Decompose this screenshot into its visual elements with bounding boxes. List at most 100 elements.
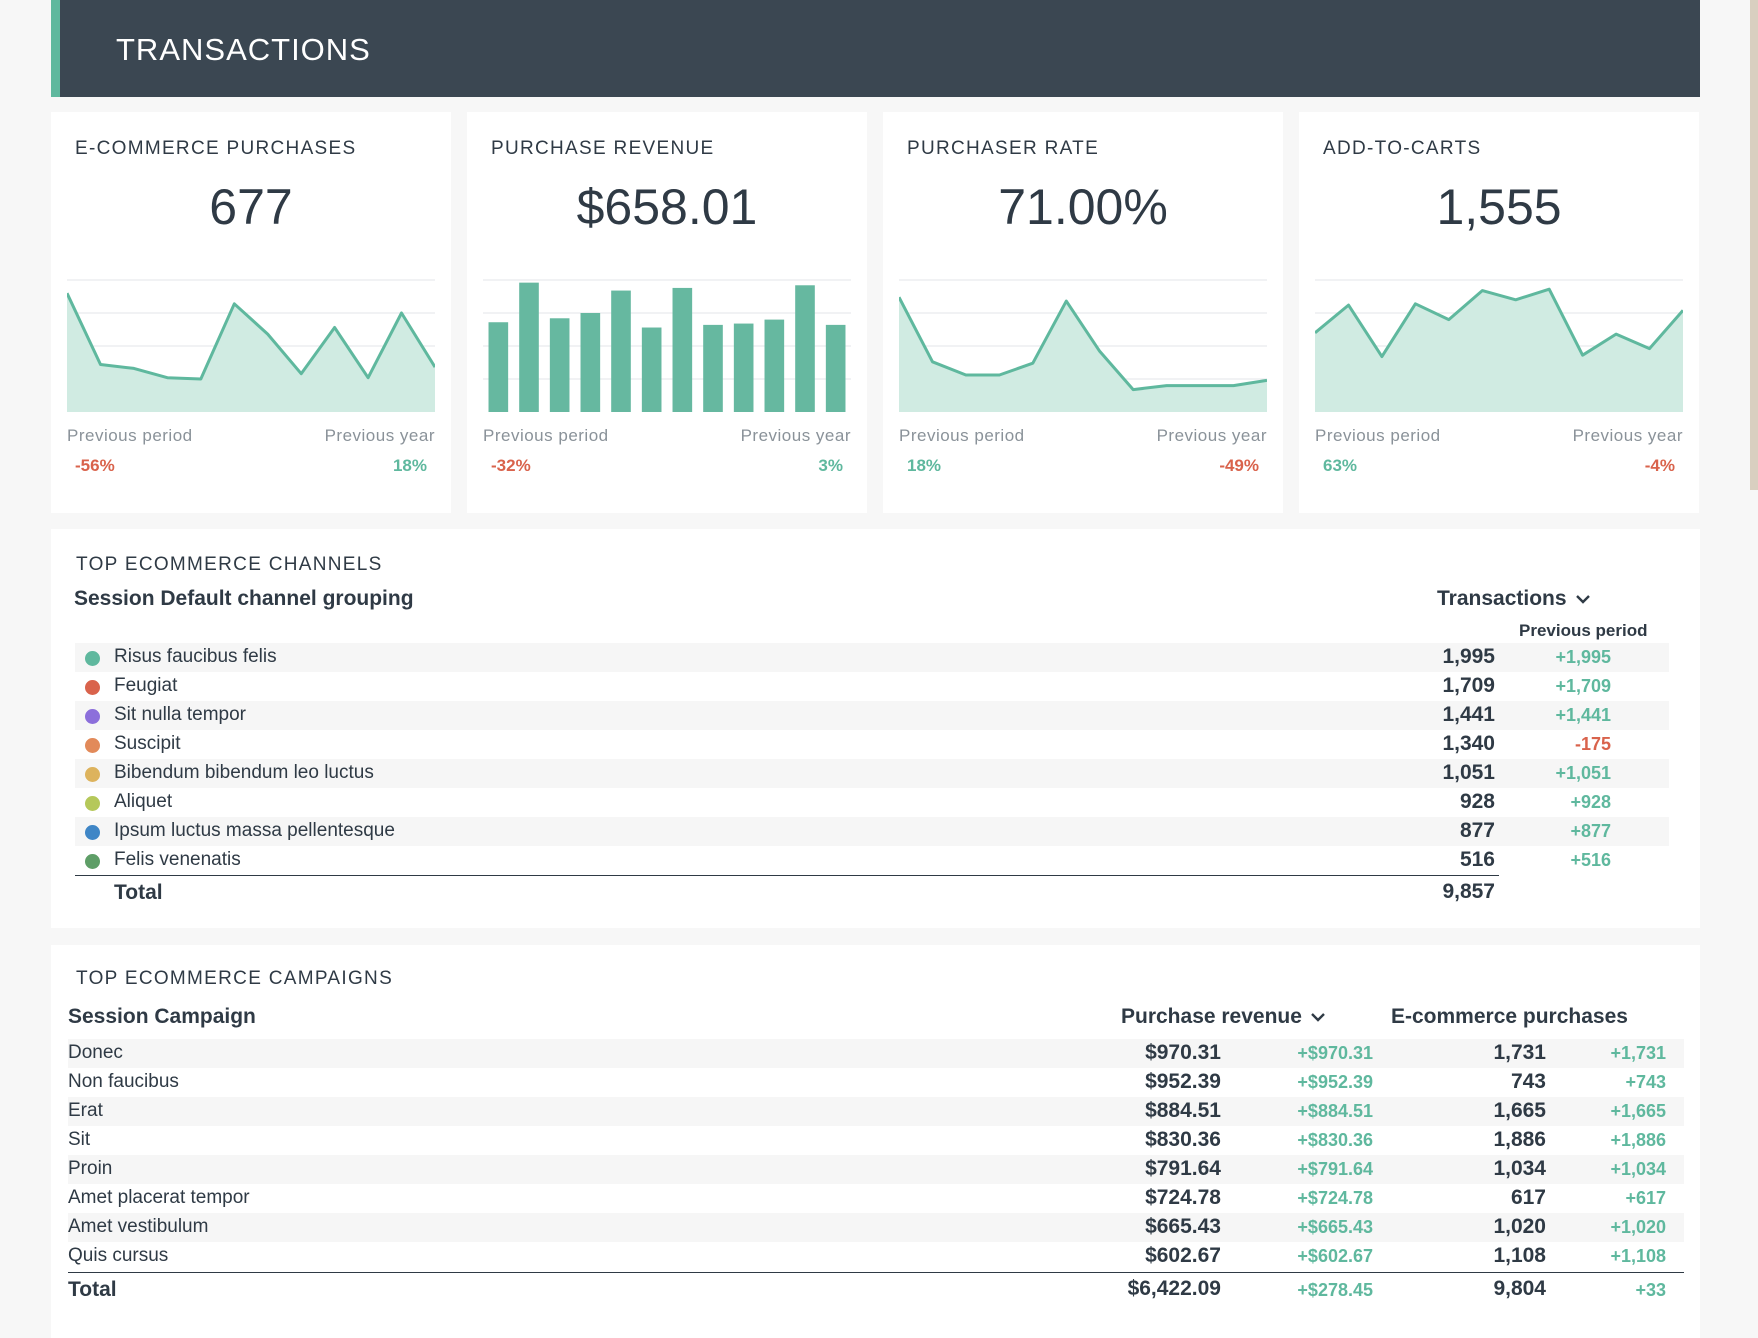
- campaign-revenue-change: +$884.51: [1297, 1101, 1373, 1121]
- campaign-revenue: $970.31: [1145, 1041, 1221, 1064]
- ecommerce-purchases-header: E-commerce purchases: [1391, 1005, 1628, 1028]
- channel-change: +1,051: [1555, 763, 1611, 783]
- kpi-sparkline-chart: [1315, 279, 1683, 412]
- kpi-card: ADD-TO-CARTS 1,555 Previous period Previous…: [1299, 112, 1699, 513]
- channel-color-dot: [85, 854, 100, 869]
- bar: [641, 327, 662, 412]
- previous-period-change: -32%: [491, 456, 531, 475]
- campaign-row: Amet vestibulum $665.43 +$665.43 1,020 +1,02…: [68, 1213, 1684, 1242]
- channel-color-dot: [85, 651, 100, 666]
- channel-color-dot: [85, 738, 100, 753]
- channel-row: Sit nulla tempor 1,441 +1,441: [75, 701, 1669, 730]
- campaign-row: Quis cursus $602.67 +$602.67 1,108 +1,108: [68, 1242, 1684, 1271]
- previous-period-label: Previous period: [1315, 426, 1441, 445]
- campaign-total-label: Total: [68, 1278, 117, 1301]
- channel-row: Felis venenatis 516 +516: [75, 846, 1669, 875]
- kpi-sparkline-chart: [483, 279, 851, 412]
- channel-total-label: Total: [114, 881, 163, 904]
- channel-transactions: 1,709: [1442, 674, 1495, 697]
- kpi-value: 71.00%: [998, 179, 1168, 235]
- kpi-sparkline-chart: [899, 279, 1267, 412]
- chevron-down-icon: [1311, 1013, 1325, 1023]
- page-title: TRANSACTIONS: [116, 32, 371, 67]
- bar: [519, 282, 539, 412]
- campaign-purchases: 1,034: [1493, 1157, 1546, 1180]
- campaign-total-revenue: $6,422.09: [1127, 1277, 1221, 1300]
- campaign-row: Amet placerat tempor $724.78 +$724.78 617 +6…: [68, 1184, 1684, 1213]
- channel-color-dot: [85, 709, 100, 724]
- total-divider: [75, 875, 1499, 876]
- campaign-revenue-change: +$952.39: [1297, 1072, 1373, 1092]
- kpi-sparkline-chart: [67, 279, 435, 412]
- bar: [703, 324, 723, 412]
- campaign-name: Amet vestibulum: [68, 1216, 209, 1237]
- channel-name: Feugiat: [114, 675, 178, 696]
- campaign-name: Sit: [68, 1129, 91, 1150]
- campaign-revenue: $884.51: [1145, 1099, 1221, 1122]
- kpi-title: PURCHASER RATE: [907, 138, 1100, 159]
- campaign-revenue-change: +$602.67: [1297, 1246, 1373, 1266]
- channel-change: +877: [1570, 821, 1611, 841]
- campaign-purchases: 617: [1510, 1186, 1546, 1209]
- campaign-purchases: 1,665: [1493, 1099, 1546, 1122]
- channel-row: Bibendum bibendum leo luctus 1,051 +1,051: [75, 759, 1669, 788]
- campaign-purchases: 743: [1510, 1070, 1546, 1093]
- channel-transactions: 516: [1459, 848, 1495, 871]
- channels-panel: TOP ECOMMERCE CHANNELS Session Default c…: [51, 529, 1700, 928]
- purchase-revenue-sort-header[interactable]: Purchase revenue: [1121, 1005, 1326, 1029]
- campaign-row: Sit $830.36 +$830.36 1,886 +1,886: [68, 1126, 1684, 1155]
- chevron-down-icon: [1575, 595, 1590, 605]
- campaigns-section-title: TOP ECOMMERCE CAMPAIGNS: [76, 968, 394, 989]
- previous-period-subheader: Previous period: [1519, 621, 1648, 640]
- campaign-total-revenue-change: +$278.45: [1297, 1280, 1373, 1300]
- transactions-sort-header[interactable]: Transactions: [1437, 587, 1591, 611]
- channel-name: Aliquet: [114, 791, 173, 812]
- campaign-total-divider: [68, 1272, 1684, 1273]
- channel-transactions: 1,051: [1442, 761, 1495, 784]
- campaign-revenue-change: +$791.64: [1297, 1159, 1373, 1179]
- channel-row: Aliquet 928 +928: [75, 788, 1669, 817]
- purchase-revenue-header-label: Purchase revenue: [1121, 1005, 1302, 1028]
- bar: [580, 313, 601, 412]
- channel-change: +516: [1570, 850, 1611, 870]
- bar: [795, 285, 815, 412]
- campaign-revenue-change: +$724.78: [1297, 1188, 1373, 1208]
- bar: [825, 324, 846, 412]
- campaign-purchases-change: +1,020: [1610, 1217, 1666, 1237]
- series-line: [1315, 287, 1683, 359]
- campaign-purchases-change: +1,731: [1610, 1043, 1666, 1063]
- channel-name: Sit nulla tempor: [114, 704, 247, 725]
- area-fill: [1315, 289, 1683, 412]
- campaign-revenue: $791.64: [1145, 1157, 1221, 1180]
- channel-row: Suscipit 1,340 -175: [75, 730, 1669, 759]
- campaign-purchases-change: +1,108: [1610, 1246, 1666, 1266]
- channel-row: Risus faucibus felis 1,995 +1,995: [75, 643, 1669, 672]
- campaign-revenue: $830.36: [1145, 1128, 1221, 1151]
- previous-year-change: -4%: [1644, 456, 1675, 475]
- campaign-dimension-header: Session Campaign: [68, 1005, 256, 1028]
- campaign-name: Proin: [68, 1158, 113, 1179]
- channel-dimension-header: Session Default channel grouping: [74, 587, 414, 610]
- kpi-value: 677: [209, 179, 293, 235]
- series-line: [67, 292, 435, 381]
- channels-section-title: TOP ECOMMERCE CHANNELS: [76, 554, 383, 575]
- channel-name: Suscipit: [114, 733, 181, 754]
- channel-change: +1,995: [1555, 647, 1611, 667]
- channel-color-dot: [85, 680, 100, 695]
- kpi-card: PURCHASER RATE 71.00% Previous period Previ…: [883, 112, 1283, 513]
- campaign-purchases: 1,108: [1493, 1244, 1546, 1267]
- area-fill: [67, 293, 435, 412]
- scrollbar[interactable]: [1750, 0, 1758, 490]
- bar: [672, 287, 693, 412]
- channel-color-dot: [85, 767, 100, 782]
- previous-year-label: Previous year: [1156, 426, 1267, 445]
- campaign-purchases-change: +1,665: [1610, 1101, 1666, 1121]
- previous-period-change: 63%: [1323, 456, 1358, 475]
- channel-change: +1,441: [1555, 705, 1611, 725]
- bar: [733, 323, 754, 412]
- campaign-purchases-change: +743: [1625, 1072, 1666, 1092]
- previous-period-label: Previous period: [899, 426, 1025, 445]
- channel-name: Risus faucibus felis: [114, 646, 277, 667]
- kpi-card: E-COMMERCE PURCHASES 677 Previous period Pr…: [51, 112, 451, 513]
- campaign-revenue-change: +$665.43: [1297, 1217, 1373, 1237]
